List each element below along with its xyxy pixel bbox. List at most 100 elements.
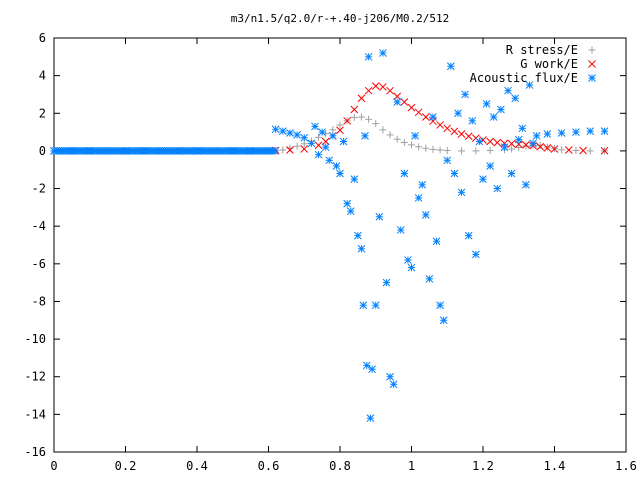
y-tick-label: -8 [32, 294, 46, 308]
data-point [321, 143, 330, 151]
data-point [572, 128, 580, 136]
chart-title: m3/n1.5/q2.0/r-+.40-j206/M0.2/512 [231, 12, 450, 25]
data-point [307, 139, 316, 148]
data-point [443, 124, 452, 133]
y-tick-label: 4 [39, 69, 46, 83]
data-point [359, 301, 368, 310]
data-point [329, 126, 337, 134]
data-point [418, 180, 427, 189]
data-point [366, 414, 375, 422]
data-point [325, 156, 334, 165]
y-tick-label: -12 [24, 370, 46, 384]
data-point [446, 62, 455, 71]
data-point [511, 94, 520, 103]
data-point [343, 116, 352, 125]
y-tick-label: -2 [32, 182, 46, 196]
data-marks [50, 49, 609, 422]
x-tick-label: 1 [408, 459, 415, 473]
data-point [346, 207, 355, 215]
data-point [600, 127, 609, 136]
data-point [493, 138, 502, 147]
data-point [311, 122, 319, 131]
data-point [579, 146, 587, 155]
data-point [364, 52, 373, 61]
data-point [522, 141, 530, 149]
data-point [314, 150, 323, 159]
data-point [271, 147, 279, 155]
data-point [328, 132, 337, 140]
data-point [407, 263, 416, 272]
data-point [586, 147, 594, 155]
data-point [436, 146, 444, 154]
legend-marker [588, 74, 596, 82]
data-point [361, 132, 369, 140]
data-point [432, 237, 441, 246]
data-point [368, 365, 377, 374]
y-tick-label: -16 [24, 445, 46, 459]
data-point [486, 162, 495, 170]
data-point [443, 156, 452, 165]
data-point [439, 316, 448, 325]
data-point [350, 113, 358, 121]
data-point [286, 146, 294, 154]
data-point [318, 128, 326, 136]
data-point [429, 145, 437, 153]
data-point [362, 361, 371, 370]
data-point [504, 86, 512, 95]
data-point [458, 147, 466, 155]
data-point [350, 175, 359, 183]
data-point [532, 132, 541, 140]
data-point [486, 137, 495, 146]
data-point [315, 133, 323, 141]
data-point [572, 147, 580, 155]
data-point [393, 92, 402, 101]
data-point [507, 169, 516, 178]
data-point [343, 199, 352, 208]
data-point [414, 194, 423, 202]
data-point [389, 380, 398, 389]
legend-marker [588, 60, 596, 68]
data-point [386, 131, 394, 139]
data-point [525, 81, 534, 89]
data-point [371, 82, 380, 90]
data-point [357, 244, 366, 253]
data-point [457, 130, 466, 138]
data-point [393, 135, 401, 143]
data-point [372, 120, 380, 128]
data-point [497, 105, 505, 114]
data-point [479, 175, 487, 183]
data-point [514, 135, 523, 144]
x-tick-label: 0.4 [186, 459, 208, 473]
y-tick-label: -6 [32, 257, 46, 271]
x-tick-label: 0.6 [258, 459, 280, 473]
data-point [557, 129, 566, 137]
data-point [300, 140, 308, 148]
data-point [393, 98, 402, 106]
data-point [379, 126, 387, 134]
data-point [371, 301, 380, 310]
data-point [500, 143, 509, 151]
data-point [293, 142, 301, 150]
data-point [454, 109, 462, 118]
data-point [450, 169, 459, 178]
y-tick-label: -14 [24, 407, 46, 421]
data-point [472, 147, 480, 155]
data-point [550, 145, 559, 153]
data-point [321, 137, 330, 146]
x-tick-label: 0.8 [329, 459, 351, 473]
y-tick-label: -10 [24, 332, 46, 346]
plot-frame [53, 37, 627, 453]
data-point [354, 231, 362, 240]
data-point [386, 86, 394, 95]
data-point [543, 130, 552, 138]
x-tick-label: 1.4 [544, 459, 566, 473]
y-tick-label: 2 [39, 106, 46, 120]
data-point [421, 211, 430, 219]
data-point [400, 138, 408, 146]
y-tick-label: 0 [39, 144, 46, 158]
data-point [436, 301, 444, 310]
data-point [382, 278, 391, 287]
data-point [339, 137, 348, 146]
data-point [443, 147, 451, 155]
